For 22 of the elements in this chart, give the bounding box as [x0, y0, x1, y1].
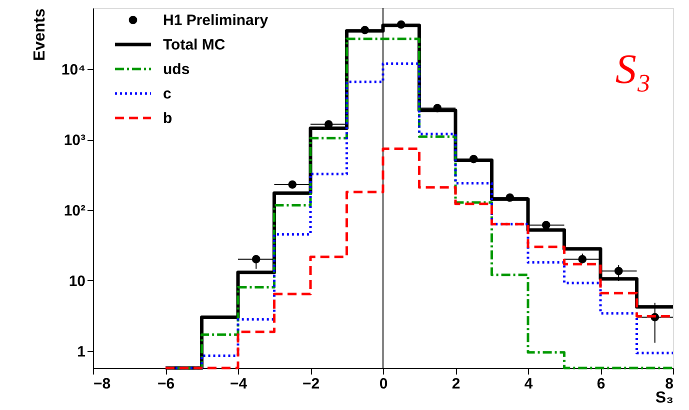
- legend-label: uds: [163, 61, 190, 78]
- legend-label: H1 Preliminary: [163, 12, 269, 29]
- y-tick-label: 1: [77, 343, 86, 360]
- legend-label: b: [163, 110, 172, 127]
- x-tick-label: −8: [94, 376, 111, 392]
- x-tick-label: −6: [157, 376, 175, 392]
- legend-label: c: [163, 86, 172, 102]
- y-tick-label: 10²: [64, 202, 86, 220]
- legend-label: Total MC: [163, 36, 226, 54]
- x-tick-label: 6: [596, 376, 606, 392]
- x-tick-label: 0: [379, 376, 388, 392]
- x-tick-label: −4: [230, 376, 248, 392]
- y-tick-label: 10: [68, 272, 86, 290]
- y-tick-label: 10⁴: [61, 62, 86, 79]
- x-tick-label: −2: [302, 376, 320, 392]
- x-tick-label: 2: [452, 376, 460, 392]
- y-tick-label: 10³: [64, 132, 86, 150]
- x-tick-label: 8: [665, 376, 674, 392]
- x-tick-label: 4: [524, 376, 534, 392]
- x-axis-title: S₃: [655, 390, 674, 406]
- annotation: S₃: [615, 47, 651, 93]
- y-axis-title: Events: [31, 8, 48, 61]
